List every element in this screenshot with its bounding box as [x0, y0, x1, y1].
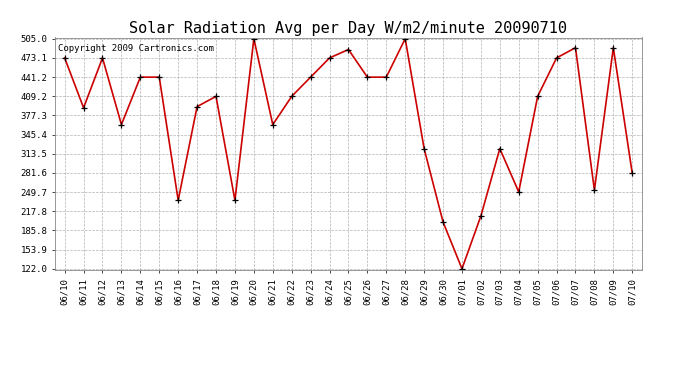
Title: Solar Radiation Avg per Day W/m2/minute 20090710: Solar Radiation Avg per Day W/m2/minute …	[130, 21, 567, 36]
Text: Copyright 2009 Cartronics.com: Copyright 2009 Cartronics.com	[58, 45, 214, 54]
